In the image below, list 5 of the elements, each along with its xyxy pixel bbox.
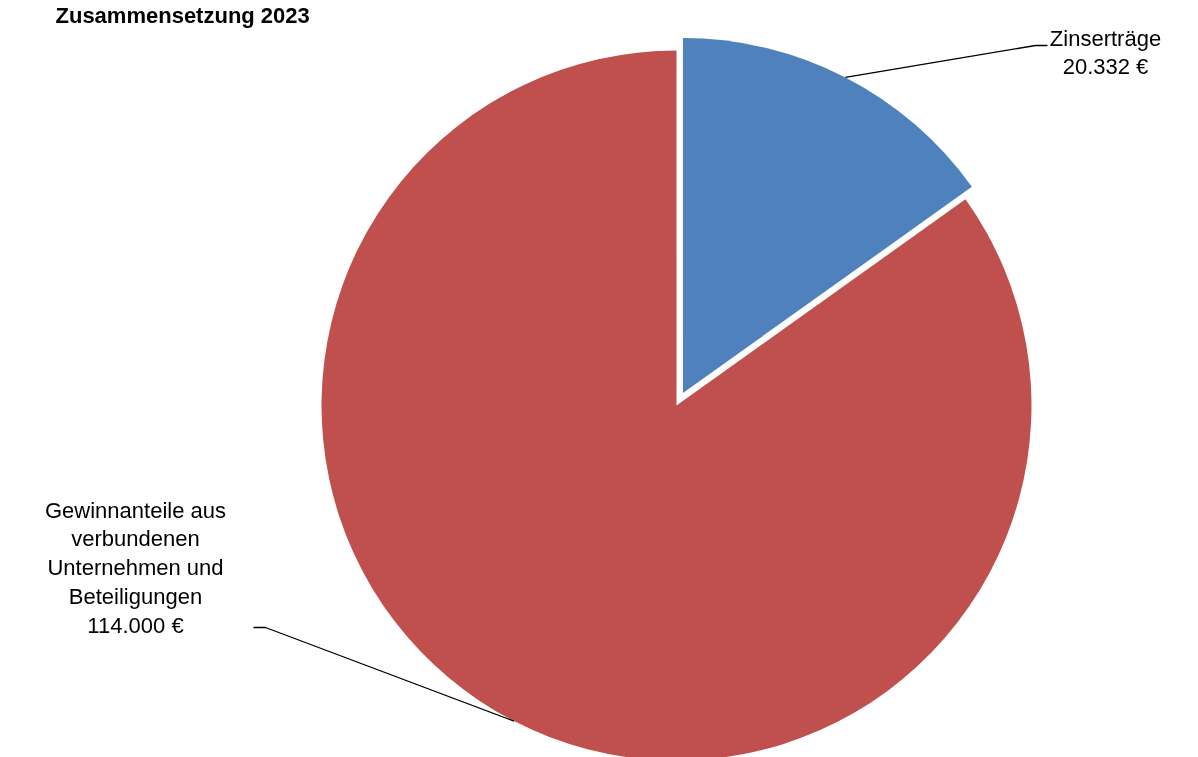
slice-label: Zinserträge bbox=[1049, 25, 1162, 51]
chart-title: Zusammensetzung 2023 bbox=[55, 2, 310, 28]
data-label: 20.332 € bbox=[1062, 54, 1149, 80]
data-label: 114.000 € bbox=[87, 612, 184, 638]
slice-label: Gewinnanteile aus verbundenen Unternehmen und Beteiligungen bbox=[45, 497, 227, 609]
